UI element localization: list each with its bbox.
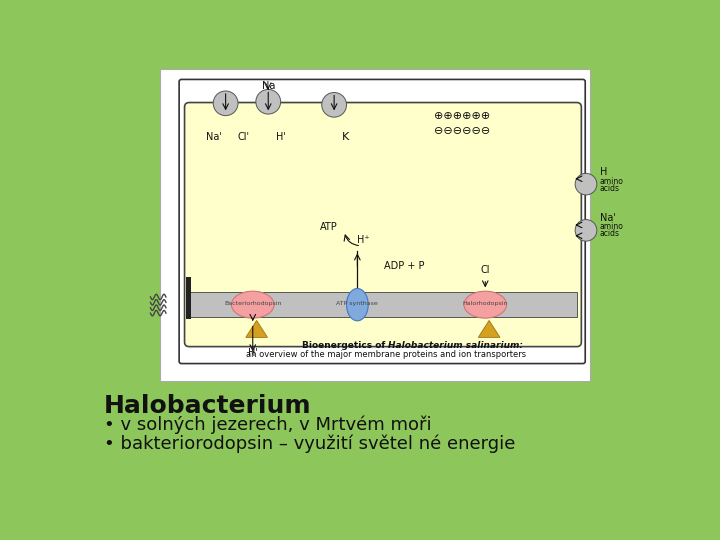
Bar — [160, 69, 590, 381]
Text: acids: acids — [600, 229, 620, 238]
Circle shape — [322, 92, 346, 117]
Text: an overview of the major membrane proteins and ion transporters: an overview of the major membrane protei… — [246, 350, 526, 360]
Text: Halobacterium salinarium:: Halobacterium salinarium: — [388, 341, 523, 350]
Text: ADP + P: ADP + P — [384, 261, 425, 271]
Ellipse shape — [346, 288, 368, 321]
Text: H': H' — [276, 132, 286, 142]
Bar — [189, 292, 577, 318]
Text: Halobacterium: Halobacterium — [104, 394, 312, 418]
Circle shape — [213, 91, 238, 116]
Polygon shape — [478, 320, 500, 338]
Text: Cl: Cl — [480, 265, 490, 275]
Text: • bakteriorodopsin – využití světel né energie: • bakteriorodopsin – využití světel né e… — [104, 434, 516, 453]
Ellipse shape — [464, 291, 507, 318]
Ellipse shape — [231, 291, 274, 318]
Text: ⊖⊖⊖⊖⊖⊖: ⊖⊖⊖⊖⊖⊖ — [434, 126, 490, 136]
Text: Na': Na' — [206, 132, 222, 142]
Text: Bioenergetics of: Bioenergetics of — [302, 341, 388, 350]
Text: H⁺: H⁺ — [357, 235, 370, 246]
Text: ATP synthase: ATP synthase — [336, 301, 378, 306]
Circle shape — [575, 173, 597, 195]
Text: H: H — [600, 167, 608, 177]
Circle shape — [575, 220, 597, 241]
Text: • v solných jezerech, v Mrtvém moři: • v solných jezerech, v Mrtvém moři — [104, 416, 431, 434]
Text: Halorhodopsin: Halorhodopsin — [462, 301, 508, 306]
FancyBboxPatch shape — [179, 79, 585, 363]
Text: ATP: ATP — [320, 222, 338, 232]
Bar — [186, 276, 191, 319]
Text: K: K — [342, 132, 349, 142]
Text: H': H' — [248, 348, 258, 358]
Text: Cl': Cl' — [238, 132, 249, 142]
Text: ⊕⊕⊕⊕⊕⊕: ⊕⊕⊕⊕⊕⊕ — [434, 111, 490, 121]
Circle shape — [256, 90, 281, 114]
FancyBboxPatch shape — [184, 103, 581, 347]
Text: Bacteriorhodopsin: Bacteriorhodopsin — [224, 301, 282, 306]
Polygon shape — [246, 320, 267, 338]
Text: Na: Na — [261, 82, 275, 91]
Text: amino: amino — [600, 222, 624, 231]
Text: acids: acids — [600, 184, 620, 193]
Text: Na': Na' — [600, 213, 616, 223]
Text: amino: amino — [600, 177, 624, 186]
